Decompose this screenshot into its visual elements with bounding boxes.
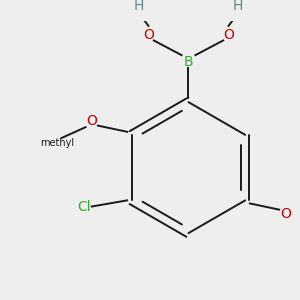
- Text: Cl: Cl: [77, 200, 91, 214]
- Text: O: O: [86, 114, 97, 128]
- Text: O: O: [223, 28, 234, 42]
- Text: O: O: [280, 207, 291, 221]
- Text: B: B: [184, 55, 193, 69]
- Text: methyl: methyl: [40, 138, 74, 148]
- Text: H: H: [232, 0, 243, 13]
- Text: H: H: [134, 0, 144, 13]
- Text: O: O: [143, 28, 154, 42]
